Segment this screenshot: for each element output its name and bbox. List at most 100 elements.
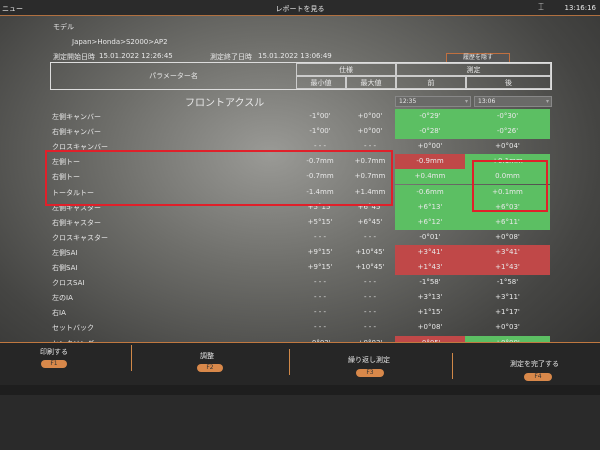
function-bar: 印刷する F1 調整 F2 繰り返し測定 F3 測定を完了する F4: [0, 342, 600, 387]
param-name: クロスキャスター: [52, 233, 108, 242]
measured-after: +0.1mm: [465, 184, 550, 200]
measured-after: +6°11': [465, 214, 550, 230]
measured-before: -0°28': [395, 124, 465, 140]
measured-before: -0.9mm: [395, 154, 465, 170]
measured-after: +3°11': [495, 293, 520, 302]
table-row: クロスキャンバー - - - - - - +0°00' +0°04': [50, 139, 552, 154]
param-name: 右側SAI: [52, 264, 78, 272]
param-name: 左側SAI: [52, 248, 78, 257]
spec-max: +0.7mm: [354, 157, 386, 166]
param-name: 右IA: [52, 309, 66, 318]
measured-after: -1°58': [496, 278, 519, 287]
section-title: フロントアクスル: [185, 98, 265, 109]
spec-max: +1.4mm: [354, 187, 386, 196]
title-bar: ニュー レポートを見る ⌶ 13:16:16: [0, 0, 600, 16]
header-measure: 測定: [396, 63, 551, 76]
table-row: 右側キャスター +5°15' +6°45' +6°12' +6°11': [50, 214, 552, 230]
param-name: 右側キャンバー: [52, 128, 101, 137]
measured-after: -0°26': [465, 124, 550, 140]
table-row: クロスキャスター - - - - - - -0°01' +0°08': [50, 230, 552, 245]
remeasure-label: 繰り返し測定: [348, 356, 390, 364]
spec-max: - - -: [363, 278, 377, 287]
spec-max: +10°45': [355, 247, 385, 256]
table-row: 右側キャンバー -1°00' +0°00' -0°28' -0°26': [50, 124, 552, 140]
measured-after: +0°08': [495, 232, 520, 241]
measured-before: +0°08': [417, 323, 443, 332]
spec-min: - - -: [313, 308, 327, 317]
clock: 13:16:16: [564, 4, 596, 12]
table-row: クロスSAI - - - - - - -1°58' -1°58': [50, 275, 552, 290]
annotation-box-toe: [45, 150, 393, 206]
start-label: 測定開始日時: [53, 53, 95, 61]
spec-min: - - -: [313, 278, 327, 287]
spec-max: +6°45': [357, 217, 383, 226]
header-before: 前: [396, 76, 466, 89]
spec-max: - - -: [363, 308, 377, 317]
param-name: 左側トー: [52, 158, 80, 167]
spec-min: +5°15': [307, 217, 333, 226]
measured-before: +6°13': [395, 199, 465, 215]
measured-after: +0°04': [495, 142, 520, 151]
measured-after: +1°43': [465, 260, 550, 275]
table-row: 左のIA - - - - - - +3°13' +3°11': [50, 290, 552, 305]
spec-min: -1.4mm: [306, 187, 334, 196]
end-label: 測定終了日時: [210, 53, 252, 61]
f1-key: F1: [41, 360, 67, 368]
table-row: 右IA - - - - - - +1°15' +1°17': [50, 305, 552, 320]
measured-before: +1°15': [417, 308, 443, 317]
spec-max: - - -: [363, 232, 377, 241]
table-row: セットバック - - - - - - +0°08' +0°03': [50, 320, 552, 335]
spec-min: +9°15': [307, 263, 333, 271]
measured-before: +3°41': [395, 244, 465, 260]
print-label: 印刷する: [40, 348, 68, 356]
param-name: 左側キャンバー: [52, 113, 101, 121]
measured-before: +3°13': [417, 293, 443, 302]
window-title: レポートを見る: [275, 5, 325, 13]
header-after: 後: [466, 76, 551, 89]
param-name: トータルトー: [52, 188, 94, 197]
spec-max: +10°45': [355, 263, 385, 271]
param-name: 右側キャスター: [52, 218, 101, 227]
param-name: セットバック: [52, 324, 94, 333]
divider: [289, 349, 290, 375]
before-time-select[interactable]: 12:35 ▾: [395, 96, 471, 107]
measured-before: -0°01': [419, 232, 441, 241]
measured-before: +6°12': [395, 214, 465, 230]
table-row: 右側トー -0.7mm +0.7mm +0.4mm 0.0mm: [50, 169, 552, 185]
measured-before: +0.4mm: [395, 169, 465, 185]
header-param: パラメーター名: [149, 72, 198, 80]
model-label: モデル: [53, 23, 74, 31]
adjust-label: 調整: [200, 352, 214, 360]
divider: [131, 345, 132, 371]
screen: ニュー レポートを見る ⌶ 13:16:16 モデル Japan>Honda>S…: [0, 0, 600, 385]
measured-after: 0.0mm: [465, 169, 550, 185]
after-time-select[interactable]: 13:06 ▾: [474, 96, 552, 107]
spec-min: -0.7mm: [306, 157, 334, 166]
spec-max: - - -: [363, 293, 377, 302]
measured-before: +0°00': [417, 142, 443, 151]
header-max: 最大値: [346, 76, 396, 89]
param-name: 左側キャスター: [52, 203, 101, 212]
menu-button[interactable]: ニュー: [2, 5, 23, 13]
chevron-down-icon: ▾: [464, 98, 468, 105]
table-row: 右側SAI +9°15' +10°45' +1°43' +1°43': [50, 260, 552, 275]
after-time-value: 13:06: [478, 98, 496, 105]
header-min: 最小値: [296, 76, 346, 89]
spec-min: +5°15': [307, 202, 333, 211]
spec-min: - - -: [313, 232, 327, 241]
f3-key: F3: [356, 369, 384, 377]
measured-after: +0°03': [495, 323, 520, 332]
header-spec: 仕様: [296, 63, 396, 76]
measured-after: -0°30': [465, 109, 550, 124]
table-row: トータルトー -1.4mm +1.4mm -0.6mm +0.1mm: [50, 184, 552, 200]
spec-min: +9°15': [307, 247, 333, 256]
spec-max: +0.7mm: [354, 172, 386, 181]
spec-min: -1°00': [309, 127, 331, 136]
spec-min: - - -: [313, 323, 327, 332]
spec-max: +0°00': [357, 127, 383, 136]
f2-key: F2: [197, 364, 223, 372]
tool-icon[interactable]: ⌶: [538, 2, 544, 13]
spec-min: -0.7mm: [306, 172, 334, 181]
measured-after: +1°17': [495, 308, 520, 317]
start-time: 15.01.2022 12:26:45: [99, 52, 173, 60]
